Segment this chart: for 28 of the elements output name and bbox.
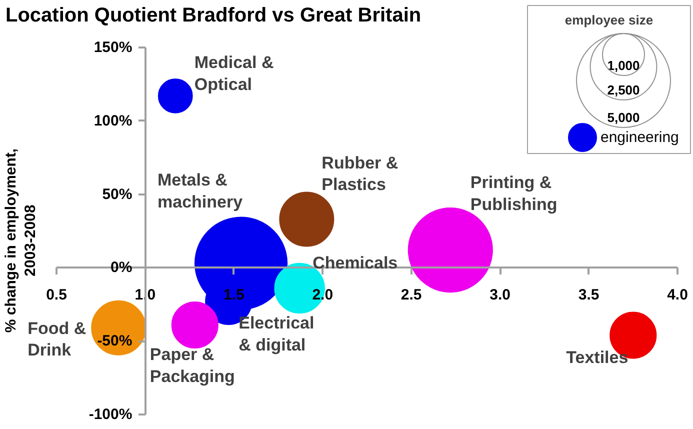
x-tick-label: 4.0: [667, 286, 688, 304]
annotation: Metals & machinery: [158, 170, 244, 212]
x-tick-label: 0.5: [46, 286, 67, 304]
annotation: Printing & Publishing: [470, 173, 558, 214]
x-tick-label: 3.0: [490, 286, 511, 304]
y-tick-label: 0%: [110, 259, 132, 276]
annotation: Food & Drink: [28, 318, 86, 360]
annotation: Rubber & Plastics: [322, 153, 398, 194]
y-tick-label: 100%: [94, 112, 132, 130]
y-tick-label: -50%: [97, 332, 132, 350]
legend-label: engineering: [600, 129, 679, 146]
annotation: Paper & Packaging: [150, 344, 235, 386]
y-tick-label: -100%: [88, 406, 132, 423]
legend-label: 1,000: [607, 58, 640, 74]
x-tick-label: 2.5: [400, 286, 422, 304]
annotation: Medical & Optical: [194, 52, 274, 94]
x-tick-label: 1.5: [224, 286, 244, 304]
x-tick-label: 3.5: [578, 286, 600, 304]
y-tick-label: 150%: [94, 39, 132, 56]
annotation: Electrical & digital: [238, 313, 314, 354]
y-tick-label: 50%: [102, 186, 132, 203]
legend-title: employee size: [564, 12, 654, 28]
chart-title: Location Quotient Bradford vs Great Britain: [6, 4, 422, 26]
x-tick-label: 1.0: [134, 286, 156, 304]
legend-label: 2,500: [607, 82, 640, 98]
annotation: Chemicals: [312, 253, 398, 272]
legend-label: 5,000: [607, 110, 640, 125]
annotation: Textiles: [566, 348, 628, 368]
